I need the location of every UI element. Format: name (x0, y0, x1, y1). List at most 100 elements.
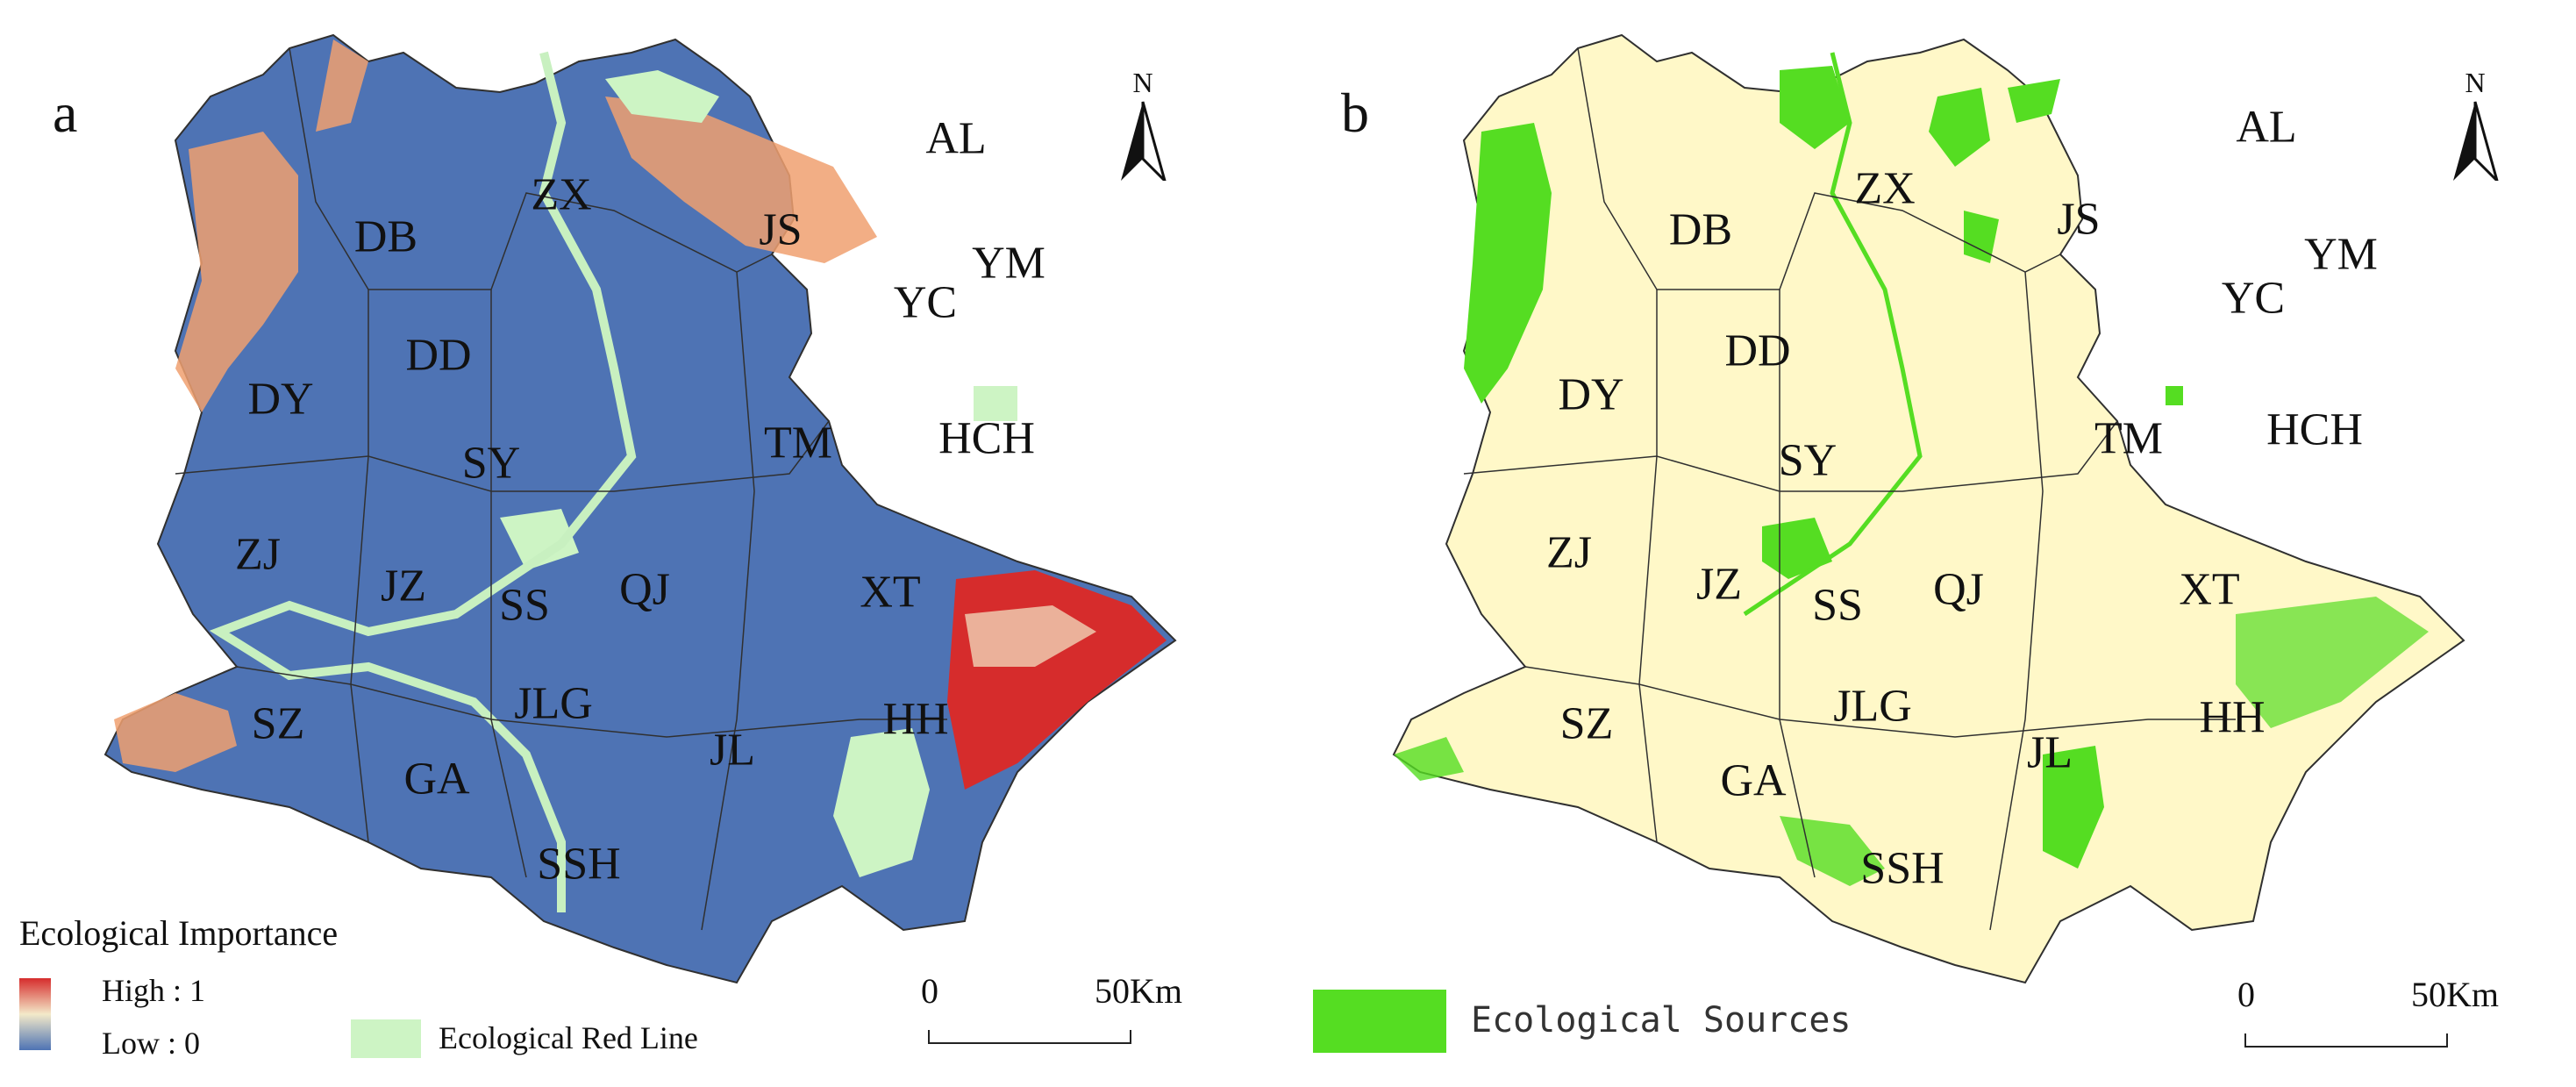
importance-color-bar (19, 978, 51, 1050)
north-arrow-icon (1121, 101, 1167, 181)
scale-b-line (2244, 1033, 2448, 1048)
region-label-ga: GA (1720, 755, 1787, 806)
region-label-ym: YM (972, 238, 1045, 289)
boundary-a-5 (701, 271, 755, 931)
region-label-jlg: JLG (514, 678, 593, 729)
region-label-dd: DD (1724, 325, 1791, 376)
region-label-hh: HH (882, 694, 949, 745)
river-b (1743, 52, 1923, 617)
north-arrow-a: N (1112, 67, 1174, 181)
boundary-a-2 (175, 420, 830, 492)
boundary-b-6 (1638, 290, 1658, 843)
region-label-db: DB (353, 211, 418, 262)
panel-b-sources-map: b N AL ZX JS DB YM YC DD DY TM HCH SY ZJ… (1288, 0, 2576, 1087)
legend-sources-label: Ecological Sources (1471, 1000, 1852, 1041)
scale-a-line (928, 1030, 1131, 1044)
boundary-b-2 (1463, 420, 2118, 492)
region-label-sz: SZ (1559, 698, 1614, 749)
boundary-a-3 (236, 666, 947, 738)
region-label-js: JS (2057, 194, 2101, 245)
region-label-qj: QJ (619, 564, 670, 615)
importance-patch-north (316, 39, 368, 132)
map-a-canvas (19, 33, 1177, 1058)
region-label-jz: JZ (381, 561, 426, 611)
red-line-patch-1 (605, 70, 719, 123)
north-label-a: N (1132, 67, 1153, 98)
scale-b-max-value: 50 (2411, 975, 2446, 1014)
region-label-sz: SZ (251, 698, 305, 749)
region-label-yc: YC (2221, 273, 2286, 324)
region-label-sy: SY (461, 438, 521, 489)
red-line-patch-hch (974, 386, 1017, 421)
region-label-dy: DY (1558, 369, 1624, 420)
source-patch-sz (1394, 737, 1464, 781)
source-patch-hch (2166, 386, 2183, 405)
region-label-al: AL (925, 113, 987, 164)
source-patch-ssh (1780, 816, 1885, 886)
region-label-jlg: JLG (1833, 681, 1912, 732)
study-area-b (1392, 33, 2465, 984)
region-label-hch: HCH (2266, 404, 2363, 455)
region-label-tm: TM (764, 418, 832, 468)
boundary-a-6 (350, 290, 369, 843)
red-line-patch-ss (500, 509, 579, 570)
region-label-db: DB (1668, 204, 1733, 255)
region-label-jl: JL (2027, 727, 2073, 778)
region-label-zj: ZJ (1546, 527, 1592, 578)
scale-a-max-value: 50 (1095, 971, 1130, 1011)
source-patch-north (1780, 66, 1850, 149)
importance-patch-js (605, 97, 877, 263)
region-label-ssh: SSH (537, 839, 621, 890)
scale-a-unit: Km (1130, 971, 1182, 1011)
region-label-hh: HH (2199, 692, 2266, 743)
region-label-yc: YC (893, 277, 958, 328)
region-label-dy: DY (247, 374, 314, 425)
legend-title-importance: Ecological Importance (19, 913, 339, 953)
region-label-dd: DD (405, 330, 472, 381)
region-label-al: AL (2236, 102, 2297, 153)
red-line-patch-hh (833, 728, 930, 877)
sources-swatch (1313, 990, 1446, 1053)
scale-bar-b: 0 50Km (2237, 974, 2499, 1053)
scale-a-max: 50Km (1095, 970, 1182, 1012)
red-line-swatch (351, 1019, 421, 1058)
boundary-b-1 (1577, 47, 2061, 290)
scale-b-unit: Km (2446, 975, 2499, 1014)
source-patch-al (2008, 79, 2060, 123)
importance-patch-west (175, 132, 298, 412)
scale-a-zero: 0 (921, 971, 938, 1011)
region-label-jz: JZ (1696, 559, 1742, 610)
scale-bar-a: 0 50Km (921, 970, 1182, 1049)
panel-b-letter: b (1341, 82, 1369, 144)
map-b-canvas (1313, 33, 2465, 1053)
region-label-qj: QJ (1933, 564, 1984, 615)
source-patch-js-2 (1964, 211, 1999, 263)
region-label-tm: TM (2094, 413, 2163, 464)
region-label-sy: SY (1778, 435, 1837, 486)
region-label-jl: JL (710, 725, 755, 776)
panel-a-importance-map: a N ZX JS AL DB YM YC DD DY TM HCH SY ZJ… (19, 33, 1182, 1061)
importance-patch-sz (114, 693, 237, 772)
source-patch-hh (2043, 746, 2104, 869)
region-label-xt: XT (860, 567, 921, 618)
region-label-ga: GA (403, 754, 470, 805)
boundary-b-4 (1779, 290, 1816, 878)
boundary-b-5 (1989, 271, 2044, 931)
north-arrow-b: N (2444, 67, 2506, 181)
importance-patch-hh-mid (965, 605, 1096, 667)
boundary-b-3 (1524, 666, 2236, 738)
region-label-zx: ZX (1854, 163, 1916, 214)
legend-red-line-label: Ecological Red Line (439, 1020, 698, 1055)
source-patch-js-1 (1929, 88, 1990, 167)
legend-low-label: Low : 0 (102, 1026, 200, 1061)
panel-a-letter: a (53, 82, 78, 144)
source-patch-west (1464, 123, 1552, 404)
region-label-js: JS (759, 204, 803, 255)
region-label-ss: SS (499, 580, 550, 631)
region-label-zj: ZJ (235, 529, 281, 580)
region-label-ssh: SSH (1860, 843, 1944, 894)
scale-b-zero: 0 (2237, 975, 2255, 1014)
region-label-xt: XT (2179, 564, 2240, 615)
region-label-zx: ZX (531, 169, 592, 220)
north-arrow-icon (2453, 101, 2499, 181)
